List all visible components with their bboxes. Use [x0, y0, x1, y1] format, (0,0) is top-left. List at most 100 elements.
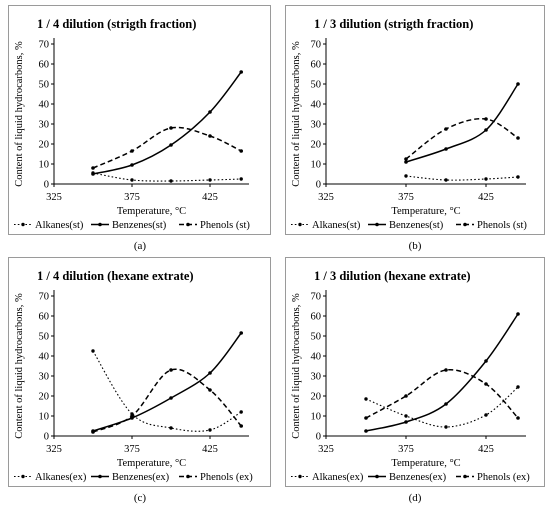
x-tick-label: 375 — [398, 192, 414, 203]
data-point-alkanes-ex — [444, 425, 448, 429]
data-point-phenols-st — [404, 157, 408, 161]
series-line-phenols-ex — [92, 368, 242, 433]
y-axis-label: Content of liquid hydrocarbons, % — [291, 293, 302, 439]
data-point-alkanes-st — [516, 175, 520, 179]
data-point-phenols-st — [208, 134, 212, 138]
y-tick-label: 10 — [311, 412, 322, 423]
data-point-phenols-ex — [444, 368, 448, 372]
data-point-alkanes-ex — [169, 426, 173, 430]
y-tick-label: 30 — [311, 120, 322, 131]
legend-marker-benzenes-st — [98, 222, 102, 227]
data-point-phenols-ex — [91, 430, 95, 434]
legend-label-benzenes-ex: Benzenes(ex) — [389, 472, 447, 483]
panel-label-d: (d) — [408, 492, 422, 504]
data-point-phenols-st — [239, 149, 243, 153]
y-tick-label: 30 — [39, 120, 50, 131]
data-point-phenols-st — [169, 126, 173, 130]
data-point-alkanes-st — [208, 178, 212, 182]
data-point-alkanes-ex — [239, 410, 243, 414]
x-tick-label: 325 — [46, 444, 62, 455]
y-tick-label: 20 — [311, 140, 322, 151]
y-axis-label: Content of liquid hydrocarbons, % — [14, 293, 25, 439]
legend-label-alkanes-st: Alkanes(st) — [35, 220, 84, 231]
y-tick-label: 50 — [39, 332, 50, 343]
x-axis-label: Temperature, °C — [391, 206, 460, 217]
series-line-phenols-ex — [365, 368, 519, 419]
panel-label-c: (c) — [133, 492, 147, 504]
legend-marker-alkanes-st — [298, 222, 302, 227]
x-tick-label: 425 — [202, 444, 218, 455]
x-tick-label: 425 — [478, 444, 494, 455]
legend-marker-benzenes-st — [375, 222, 379, 227]
data-point-benzenes-ex — [516, 312, 520, 316]
data-point-alkanes-st — [239, 177, 243, 181]
y-tick-label: 50 — [311, 332, 322, 343]
x-tick-label: 325 — [46, 192, 62, 203]
y-tick-label: 60 — [311, 60, 322, 71]
y-tick-label: 60 — [39, 60, 50, 71]
series-line-alkanes-st — [405, 175, 519, 181]
data-point-alkanes-ex — [91, 349, 95, 353]
y-tick-label: 30 — [311, 372, 322, 383]
legend-marker-phenols-ex — [463, 474, 467, 479]
data-point-alkanes-ex — [516, 385, 520, 389]
legend-marker-benzenes-ex — [98, 474, 102, 479]
y-axis-label: Content of liquid hydrocarbons, % — [291, 41, 302, 187]
x-axis-label: Temperature, °C — [117, 458, 186, 469]
legend-label-benzenes-st: Benzenes(st) — [112, 220, 167, 231]
data-point-phenols-ex — [484, 382, 488, 386]
y-tick-label: 0 — [44, 432, 49, 443]
chart-title: 1 / 3 dilution (strigth fraction) — [314, 17, 473, 31]
y-tick-label: 50 — [39, 80, 50, 91]
data-point-phenols-ex — [169, 368, 173, 372]
x-tick-label: 325 — [318, 444, 334, 455]
legend-marker-phenols-ex — [186, 474, 190, 479]
y-tick-label: 40 — [311, 352, 322, 363]
legend-label-phenols-ex: Phenols (ex) — [477, 472, 530, 483]
panel-label-a: (a) — [133, 240, 147, 252]
data-point-phenols-st — [484, 117, 488, 121]
y-tick-label: 0 — [316, 180, 321, 191]
data-point-benzenes-ex — [484, 359, 488, 363]
data-point-alkanes-st — [404, 174, 408, 178]
data-point-phenols-st — [444, 127, 448, 131]
chart-title: 1 / 4 dilution (strigth fraction) — [37, 17, 196, 31]
legend-marker-benzenes-ex — [375, 474, 379, 479]
chart-d: 1 / 3 dilution (hexane extrate) 0 10 20 30 40… — [291, 269, 530, 483]
data-point-phenols-ex — [404, 394, 408, 398]
y-tick-label: 40 — [39, 100, 50, 111]
data-point-alkanes-st — [444, 178, 448, 182]
data-point-benzenes-st — [208, 110, 212, 114]
y-tick-label: 10 — [311, 160, 322, 171]
data-point-phenols-ex — [364, 416, 368, 420]
y-tick-label: 50 — [311, 80, 322, 91]
x-tick-label: 425 — [478, 192, 494, 203]
data-point-benzenes-st — [484, 128, 488, 132]
legend-marker-phenols-st — [463, 222, 467, 227]
legend-label-phenols-st: Phenols (st) — [477, 220, 527, 231]
series-line-benzenes-ex — [365, 313, 519, 432]
y-tick-label: 70 — [311, 292, 322, 303]
y-tick-label: 0 — [316, 432, 321, 443]
x-axis-label: Temperature, °C — [391, 458, 460, 469]
chart-title: 1 / 3 dilution (hexane extrate) — [314, 269, 471, 283]
y-tick-label: 10 — [39, 160, 50, 171]
data-point-benzenes-ex — [239, 331, 243, 335]
legend-label-benzenes-ex: Benzenes(ex) — [112, 472, 170, 483]
data-point-benzenes-ex — [404, 420, 408, 424]
series-line-alkanes-st — [92, 172, 242, 182]
x-tick-label: 375 — [398, 444, 414, 455]
legend-label-alkanes-ex: Alkanes(ex) — [35, 472, 87, 483]
y-tick-label: 20 — [39, 392, 50, 403]
chart-title: 1 / 4 dilution (hexane extrate) — [37, 269, 194, 283]
data-point-phenols-st — [91, 166, 95, 170]
panel-c: 1 / 4 dilution (hexane extrate) 0 10 20 30 40… — [8, 257, 271, 487]
panel-b: 1 / 3 dilution (strigth fraction) 0 10 20 30… — [285, 5, 545, 235]
y-tick-label: 10 — [39, 412, 50, 423]
legend-label-benzenes-st: Benzenes(st) — [389, 220, 444, 231]
data-point-benzenes-st — [516, 82, 520, 86]
data-point-benzenes-st — [130, 163, 134, 167]
series-line-benzenes-ex — [92, 332, 242, 432]
legend-marker-phenols-st — [186, 222, 190, 227]
